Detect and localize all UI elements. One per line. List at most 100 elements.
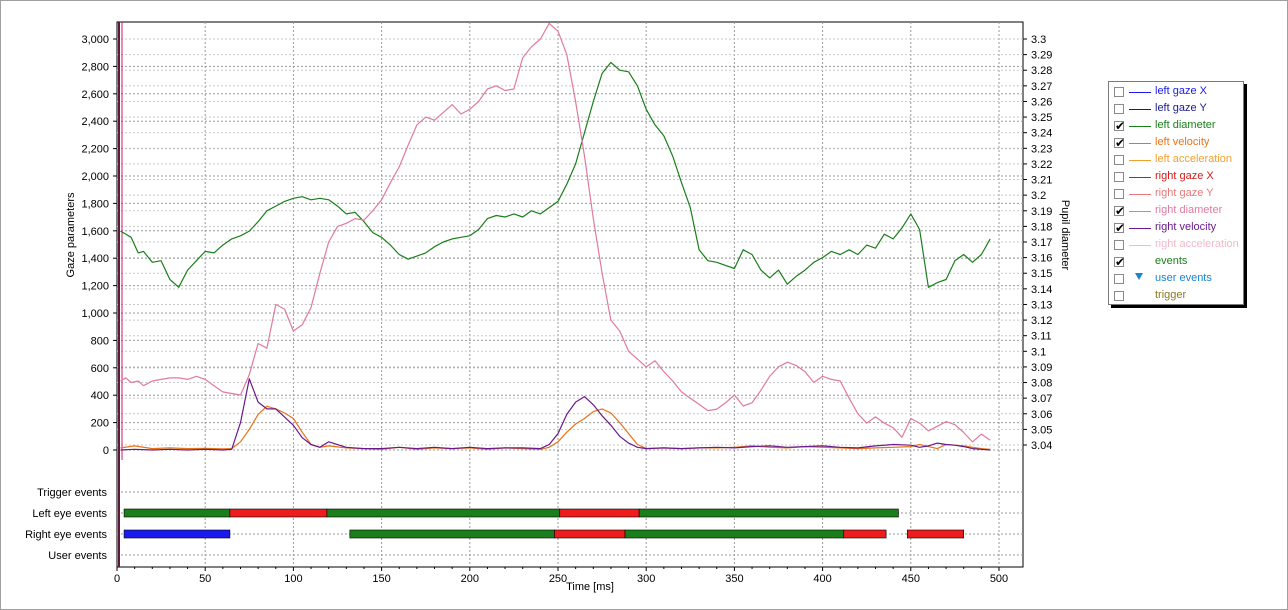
legend-checkbox[interactable]: ✔ bbox=[1114, 119, 1126, 133]
event-bar-saccade[interactable] bbox=[229, 508, 328, 518]
event-bar-saccade[interactable] bbox=[906, 529, 965, 539]
y2-tick-label: 3.05 bbox=[1031, 424, 1052, 436]
y2-tick-label: 3.28 bbox=[1031, 65, 1052, 77]
legend-checkbox[interactable] bbox=[1114, 155, 1124, 165]
y2-axis-label: Pupil diameter bbox=[1059, 200, 1071, 271]
y2-tick-label: 3.12 bbox=[1031, 315, 1052, 327]
check-icon: ✔ bbox=[1115, 204, 1126, 218]
y-tick-label: 600 bbox=[91, 363, 109, 375]
legend-item-events[interactable]: ✔ events bbox=[1109, 254, 1243, 271]
y-tick-label: 2,800 bbox=[81, 61, 109, 73]
legend-line-swatch bbox=[1129, 228, 1151, 229]
event-row-label: Right eye events bbox=[25, 529, 107, 541]
x-tick-label: 450 bbox=[902, 573, 920, 585]
legend-checkbox[interactable]: ✔ bbox=[1114, 136, 1125, 150]
y2-tick-label: 3.26 bbox=[1031, 96, 1052, 108]
legend-checkbox[interactable] bbox=[1114, 172, 1124, 182]
check-icon: ✔ bbox=[1115, 255, 1126, 269]
legend-line-swatch bbox=[1129, 177, 1151, 178]
legend-line-swatch bbox=[1129, 211, 1151, 212]
y2-tick-label: 3.06 bbox=[1031, 409, 1052, 421]
legend-item-trigger[interactable]: trigger bbox=[1109, 288, 1243, 305]
legend-checkbox[interactable] bbox=[1114, 104, 1124, 114]
legend-label: trigger bbox=[1155, 289, 1187, 301]
legend-line-swatch bbox=[1129, 245, 1151, 246]
series-line-right-velocity bbox=[120, 378, 991, 451]
legend-label: left acceleration bbox=[1155, 153, 1233, 165]
y2-tick-label: 3.04 bbox=[1031, 440, 1052, 452]
x-tick-label: 100 bbox=[284, 573, 302, 585]
legend-label: left gaze X bbox=[1155, 85, 1207, 97]
legend-line-swatch bbox=[1129, 143, 1151, 144]
legend-item-left-velocity[interactable]: ✔ left velocity bbox=[1109, 135, 1243, 152]
event-bar-fixation[interactable] bbox=[349, 529, 555, 539]
x-tick-label: 250 bbox=[549, 573, 567, 585]
legend-item-left-gaze-X[interactable]: left gaze X bbox=[1109, 84, 1243, 101]
event-bar-fixation[interactable] bbox=[326, 508, 561, 518]
y2-tick-label: 3.16 bbox=[1031, 253, 1052, 265]
event-bar-saccade[interactable] bbox=[559, 508, 640, 518]
y2-tick-label: 3.07 bbox=[1031, 393, 1052, 405]
legend-item-right-gaze-Y[interactable]: right gaze Y bbox=[1109, 186, 1243, 203]
event-row-label: User events bbox=[48, 550, 107, 562]
y-tick-label: 2,400 bbox=[81, 116, 109, 128]
y2-tick-label: 3.08 bbox=[1031, 378, 1052, 390]
legend-item-left-diameter[interactable]: ✔ left diameter bbox=[1109, 118, 1243, 135]
check-icon: ✔ bbox=[1115, 221, 1126, 235]
legend-checkbox[interactable] bbox=[1114, 240, 1124, 250]
y-tick-label: 1,800 bbox=[81, 198, 109, 210]
y-tick-label: 800 bbox=[91, 335, 109, 347]
legend-item-right-acceleration[interactable]: right acceleration bbox=[1109, 237, 1243, 254]
check-icon: ✔ bbox=[1115, 119, 1126, 133]
event-bar-saccade[interactable] bbox=[554, 529, 626, 539]
legend-item-right-velocity[interactable]: ✔ right velocity bbox=[1109, 220, 1243, 237]
legend-label: right gaze Y bbox=[1155, 187, 1214, 199]
legend-item-left-gaze-Y[interactable]: left gaze Y bbox=[1109, 101, 1243, 118]
legend-checkbox[interactable] bbox=[1114, 274, 1124, 284]
legend-item-right-gaze-X[interactable]: right gaze X bbox=[1109, 169, 1243, 186]
x-axis-label: Time [ms] bbox=[566, 581, 614, 593]
legend-label: left velocity bbox=[1155, 136, 1210, 148]
legend-checkbox[interactable]: ✔ bbox=[1114, 221, 1126, 235]
y2-tick-label: 3.25 bbox=[1031, 112, 1052, 124]
y2-tick-label: 3.11 bbox=[1031, 331, 1052, 343]
y2-tick-label: 3.14 bbox=[1031, 284, 1052, 296]
legend-checkbox[interactable] bbox=[1114, 189, 1124, 199]
x-tick-label: 200 bbox=[461, 573, 479, 585]
legend-item-user-events[interactable]: user events bbox=[1109, 271, 1243, 288]
y2-tick-label: 3.22 bbox=[1031, 159, 1052, 171]
legend-checkbox[interactable]: ✔ bbox=[1114, 255, 1126, 269]
y2-tick-label: 3.21 bbox=[1031, 175, 1052, 187]
y2-tick-label: 3.29 bbox=[1031, 50, 1052, 62]
legend-line-swatch bbox=[1129, 109, 1151, 110]
legend-checkbox[interactable] bbox=[1114, 291, 1124, 301]
legend-label: left gaze Y bbox=[1155, 102, 1207, 114]
legend-label: right gaze X bbox=[1155, 170, 1214, 182]
y-tick-label: 1,600 bbox=[81, 226, 109, 238]
event-bar-fixation[interactable] bbox=[638, 508, 899, 518]
y2-tick-label: 3.3 bbox=[1031, 34, 1046, 46]
y-tick-label: 1,000 bbox=[81, 308, 109, 320]
x-tick-label: 400 bbox=[813, 573, 831, 585]
legend-label: right acceleration bbox=[1155, 238, 1239, 250]
event-bar-fixation[interactable] bbox=[624, 529, 845, 539]
triangle-marker-icon bbox=[1135, 273, 1143, 280]
legend-item-left-acceleration[interactable]: left acceleration bbox=[1109, 152, 1243, 169]
legend-checkbox[interactable] bbox=[1114, 87, 1124, 97]
series-line-left-diameter bbox=[120, 61, 991, 288]
legend-label: user events bbox=[1155, 272, 1212, 284]
event-bar-saccade[interactable] bbox=[843, 529, 887, 539]
legend-item-right-diameter[interactable]: ✔ right diameter bbox=[1109, 203, 1243, 220]
event-bar-fixation[interactable] bbox=[123, 508, 231, 518]
legend-line-swatch bbox=[1129, 126, 1151, 127]
legend-label: events bbox=[1155, 255, 1188, 267]
legend-line-swatch bbox=[1129, 160, 1151, 161]
plot-area bbox=[116, 21, 1024, 568]
y-tick-label: 2,200 bbox=[81, 144, 109, 156]
x-tick-label: 350 bbox=[725, 573, 743, 585]
x-tick-label: 50 bbox=[199, 573, 211, 585]
x-tick-label: 0 bbox=[114, 573, 120, 585]
legend-checkbox[interactable]: ✔ bbox=[1114, 204, 1126, 218]
event-bar-blink[interactable] bbox=[123, 529, 231, 539]
